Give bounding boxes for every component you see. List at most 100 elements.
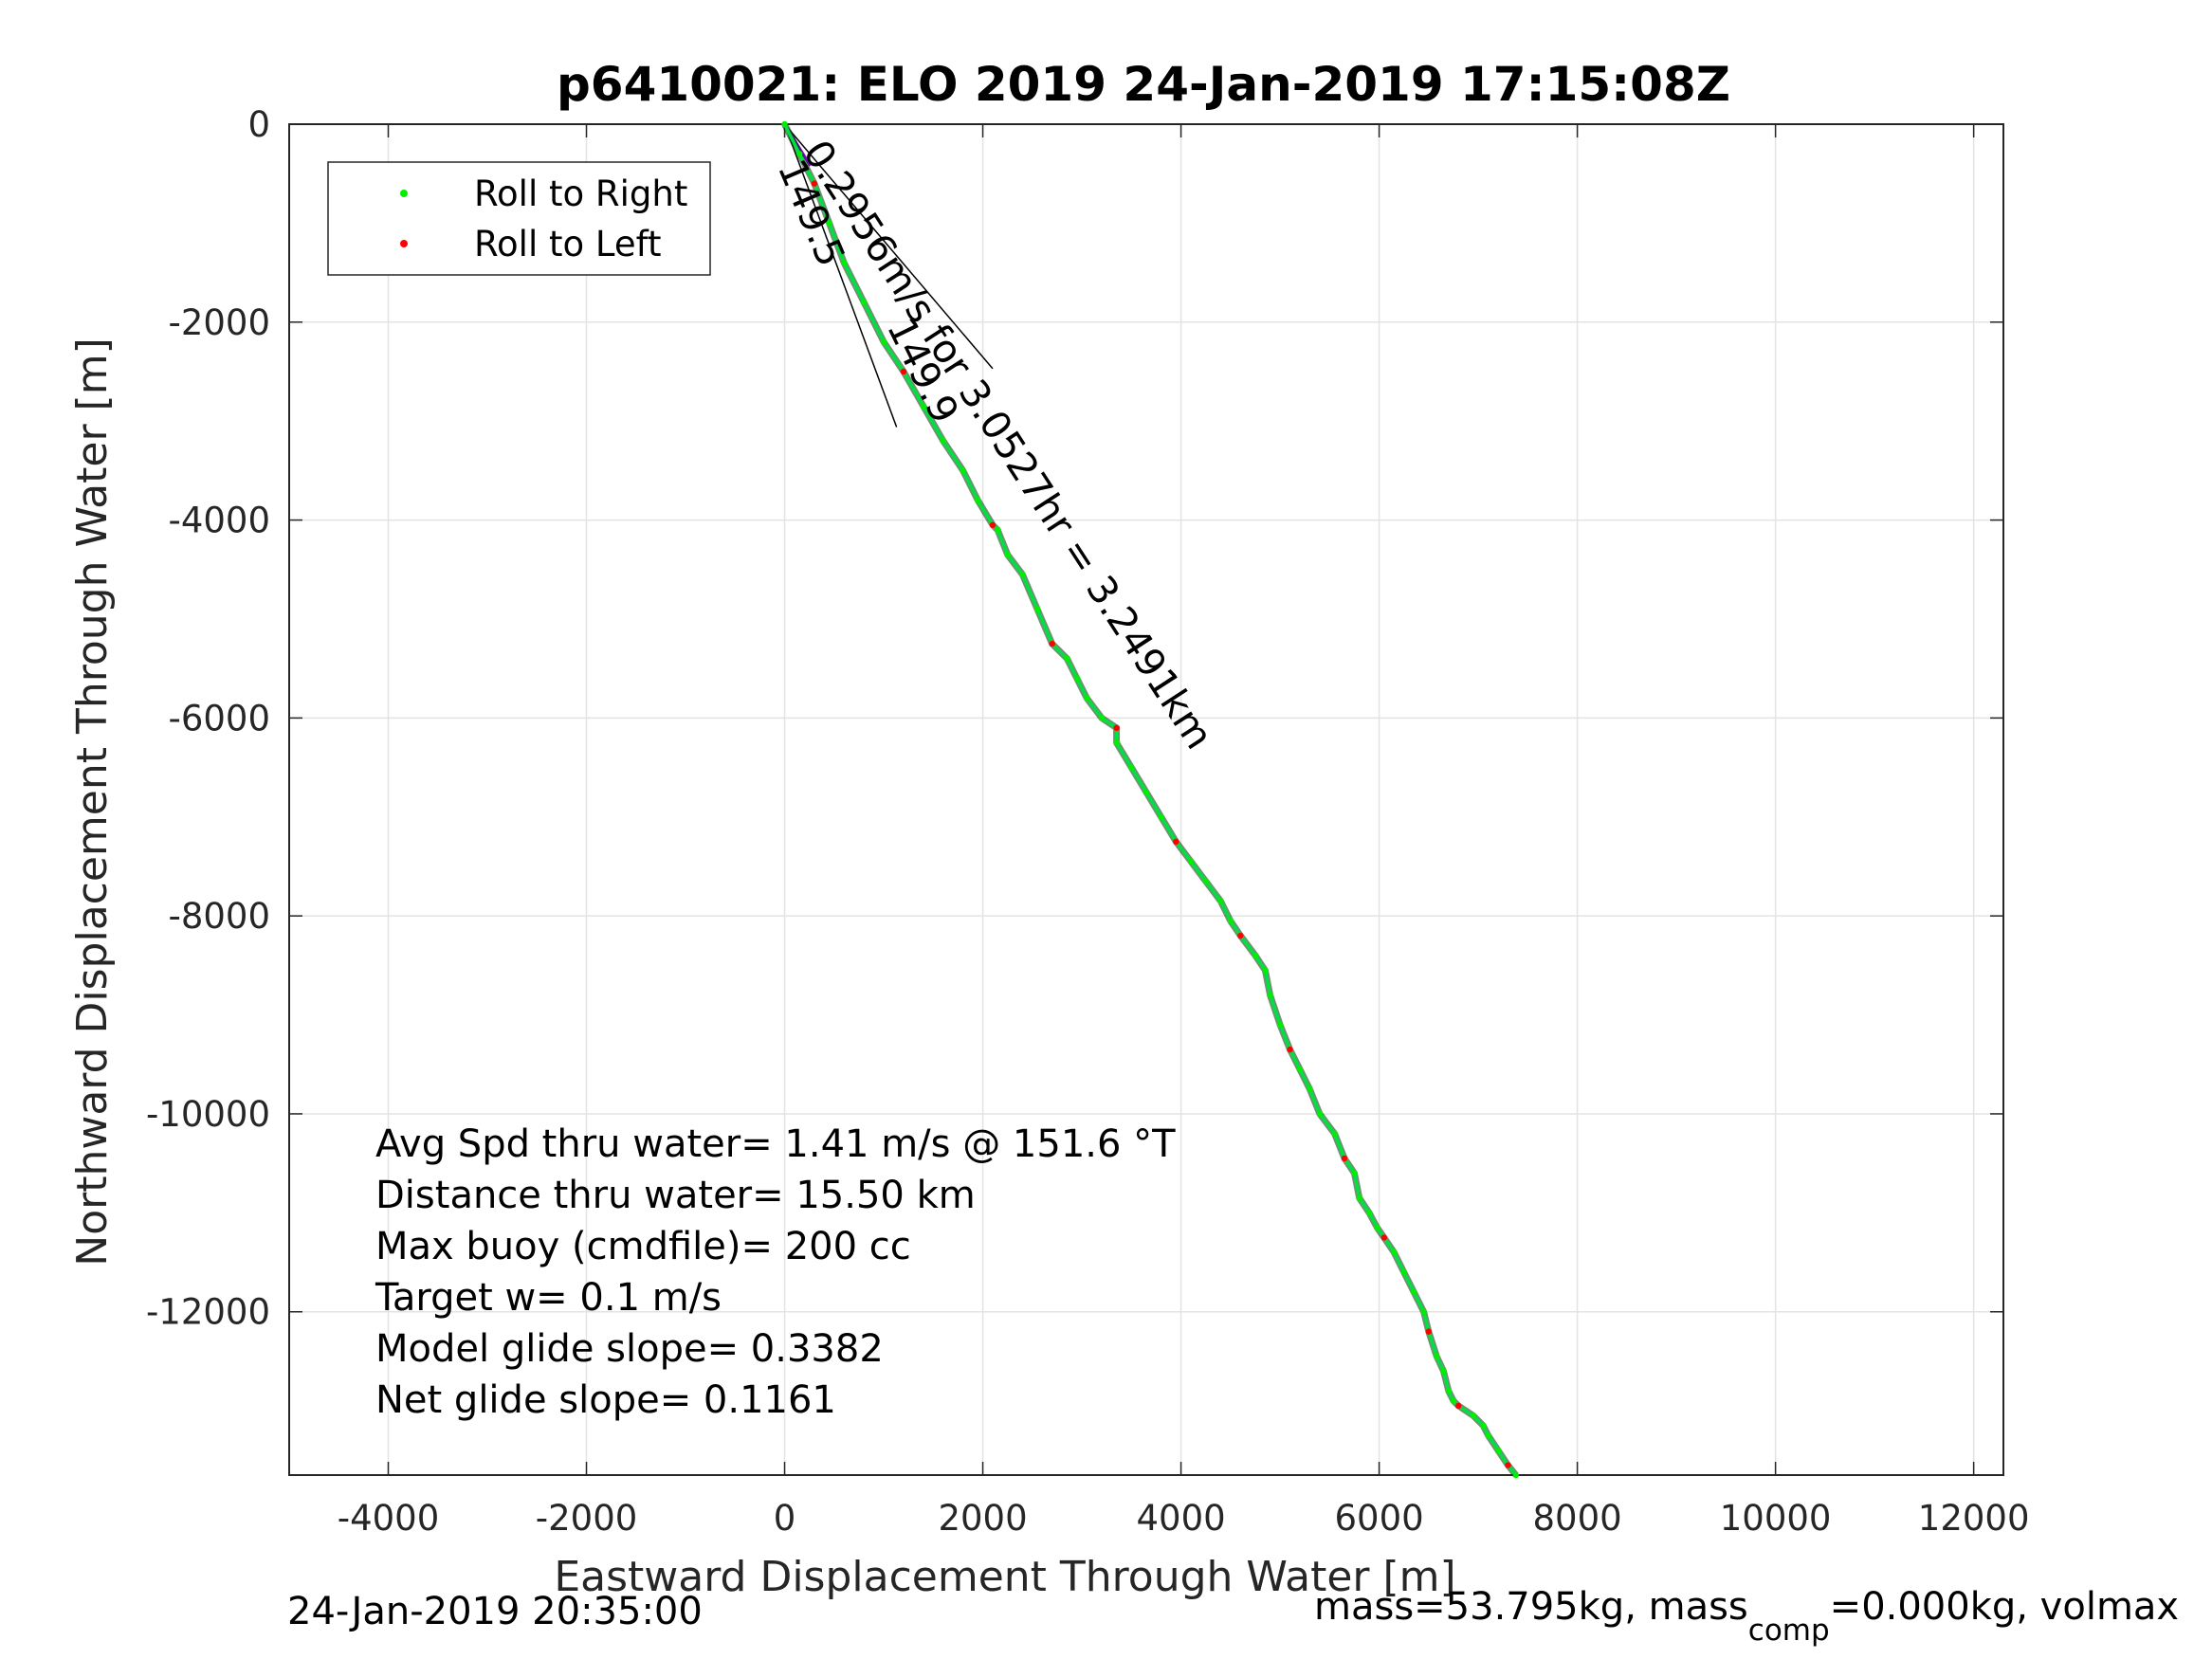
track-point xyxy=(1004,551,1011,558)
track-point xyxy=(975,497,981,503)
legend-label-roll-right: Roll to Right xyxy=(474,173,687,214)
stat-target-w: Target w= 0.1 m/s xyxy=(375,1276,722,1320)
track-point xyxy=(1128,764,1135,771)
track-point xyxy=(1113,739,1120,746)
track-point xyxy=(811,180,818,187)
track-point xyxy=(920,403,927,410)
x-tick-label: -4000 xyxy=(338,1498,440,1539)
x-ticks: -4000 -2000 0 2000 4000 6000 8000 10000 12000 xyxy=(338,124,2030,1539)
track-point xyxy=(1485,1432,1491,1439)
track-point xyxy=(1341,1155,1348,1162)
footer-mass-suffix: =0.000kg, volmax xyxy=(1830,1585,2179,1629)
stat-net-glide: Net glide slope= 0.1161 xyxy=(375,1378,836,1422)
track-point xyxy=(1470,1413,1477,1419)
track-point xyxy=(1434,1353,1440,1359)
footer-mass: mass=53.795kg, masscomp=0.000kg, volmax xyxy=(1314,1585,2179,1648)
track-point xyxy=(1049,640,1055,647)
stats-block: Avg Spd thru water= 1.41 m/s @ 151.6 °T … xyxy=(375,1122,1176,1422)
track-point xyxy=(1420,1308,1427,1315)
y-tick-label: -2000 xyxy=(168,302,270,343)
track-point xyxy=(1252,952,1259,959)
track-point xyxy=(995,526,1001,534)
track-point xyxy=(1237,932,1244,939)
track-point xyxy=(1494,1447,1502,1454)
track-point xyxy=(1267,992,1273,998)
track-point xyxy=(1098,715,1106,721)
axes-frame xyxy=(288,123,2004,1476)
track-point xyxy=(1307,1085,1313,1093)
track-point xyxy=(1450,1397,1457,1404)
track-point xyxy=(1143,789,1150,795)
grid xyxy=(289,123,2003,1475)
legend-marker-roll-left xyxy=(400,240,408,247)
footer-timestamp: 24-Jan-2019 20:35:00 xyxy=(287,1590,703,1633)
track-point xyxy=(1331,1130,1338,1138)
track-point xyxy=(1173,838,1179,846)
track-point xyxy=(826,220,832,227)
y-tick-label: -6000 xyxy=(168,698,270,738)
track-point xyxy=(1440,1368,1447,1375)
legend-label-roll-left: Roll to Left xyxy=(474,224,662,264)
y-tick-label: -10000 xyxy=(146,1094,270,1135)
track-point xyxy=(1073,675,1081,682)
track-point xyxy=(1262,967,1269,974)
track-point xyxy=(1276,1021,1284,1029)
track-point xyxy=(960,467,966,474)
track-point xyxy=(1445,1388,1452,1395)
stat-distance: Distance thru water= 15.50 km xyxy=(375,1174,976,1217)
y-ticks: 0 -2000 -4000 -6000 -8000 -10000 -12000 xyxy=(146,104,2003,1333)
track-point xyxy=(860,299,868,306)
legend: Roll to Right Roll to Left xyxy=(327,161,711,276)
track-point xyxy=(1512,1471,1520,1479)
track-point xyxy=(1019,571,1026,578)
track-point xyxy=(900,368,907,375)
x-tick-label: -2000 xyxy=(536,1498,638,1539)
track-point xyxy=(1410,1288,1417,1296)
track-point xyxy=(1296,1066,1304,1073)
track-point xyxy=(1316,1110,1324,1118)
x-tick-label: 6000 xyxy=(1335,1498,1424,1539)
x-tick-label: 0 xyxy=(774,1498,796,1539)
x-tick-label: 2000 xyxy=(938,1498,1027,1539)
footer-mass-subscript: comp xyxy=(1748,1613,1830,1648)
track-point xyxy=(841,259,848,266)
track-point xyxy=(1365,1210,1373,1216)
track-point xyxy=(1033,606,1041,612)
axes-background xyxy=(289,124,2003,1475)
track-point xyxy=(1505,1462,1511,1468)
x-tick-label: 12000 xyxy=(1918,1498,2030,1539)
y-tick-label: -4000 xyxy=(168,501,270,541)
track-point xyxy=(1113,724,1120,732)
track-point xyxy=(1400,1268,1407,1276)
track-point xyxy=(1374,1224,1380,1231)
y-tick-label: -8000 xyxy=(168,896,270,937)
track-point xyxy=(1064,655,1070,662)
track-point xyxy=(1455,1402,1462,1410)
heading-guide-left xyxy=(783,123,898,428)
track-point xyxy=(880,338,887,345)
x-axis-label: Eastward Displacement Through Water [m] xyxy=(554,1553,1455,1601)
track-point xyxy=(1356,1194,1362,1201)
track-point xyxy=(1187,858,1195,865)
legend-marker-roll-right xyxy=(400,190,408,197)
track-point xyxy=(1287,1046,1293,1053)
track-point xyxy=(1380,1234,1388,1241)
heading-guide-right xyxy=(783,123,994,370)
y-axis-label: Northward Displacement Through Water [m] xyxy=(68,337,117,1266)
track-point xyxy=(1227,918,1234,924)
track-point xyxy=(796,151,803,157)
track-point xyxy=(1351,1170,1358,1176)
track-point xyxy=(1084,695,1090,702)
y-tick-label: 0 xyxy=(247,104,270,145)
legend-box xyxy=(327,161,711,276)
track-point xyxy=(989,521,996,529)
axes-border xyxy=(288,123,2004,1476)
plot-area xyxy=(781,120,1520,1479)
track-point xyxy=(940,437,946,445)
x-tick-label: 4000 xyxy=(1136,1498,1225,1539)
track-point xyxy=(1158,813,1164,820)
track-point xyxy=(1202,878,1209,884)
track-point xyxy=(1480,1422,1487,1430)
chart-title: p6410021: ELO 2019 24-Jan-2019 17:15:08Z xyxy=(557,57,1730,112)
